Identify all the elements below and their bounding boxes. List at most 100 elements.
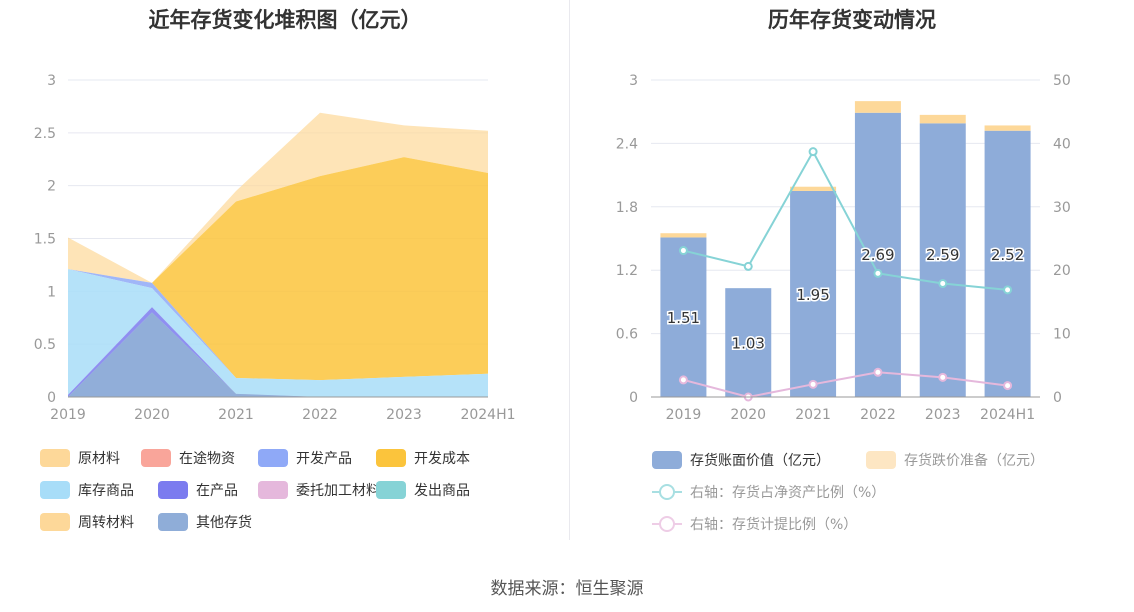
legend-label: 委托加工材料 [296, 483, 380, 499]
right-y2-tick-label: 10 [1053, 327, 1071, 343]
left-legend-item[interactable]: 委托加工材料 [258, 480, 380, 500]
bar-book-value[interactable] [725, 288, 772, 397]
legend-label: 开发产品 [296, 451, 352, 467]
legend-swatch [158, 513, 188, 531]
line-point[interactable] [873, 268, 883, 278]
left-legend-item[interactable]: 发出商品 [376, 480, 470, 500]
right-y-tick-label: 1.2 [616, 263, 638, 279]
left-y-tick-label: 0 [47, 390, 56, 406]
left-legend-item[interactable]: 原材料 [40, 448, 120, 468]
legend-swatch [652, 483, 682, 501]
line-point[interactable] [743, 261, 753, 271]
right-y-tick-label: 2.4 [616, 136, 638, 152]
legend-label: 右轴：存货计提比例（%） [690, 517, 858, 533]
left-x-tick-label: 2023 [386, 407, 422, 423]
right-x-tick-label: 2019 [666, 407, 702, 423]
area-other-overlay [68, 312, 488, 397]
data-source: 数据来源：恒生聚源 [490, 579, 644, 599]
right-chart-title: 历年存货变动情况 [768, 8, 936, 32]
left-legend-item[interactable]: 在途物资 [141, 448, 235, 468]
left-legend-item[interactable]: 开发成本 [376, 448, 470, 468]
left-y-tick-label: 2.5 [34, 126, 56, 142]
legend-swatch [376, 481, 406, 499]
right-legend-item[interactable]: 存货账面价值（亿元） [652, 450, 830, 470]
legend-swatch [158, 481, 188, 499]
line-point[interactable] [808, 147, 818, 157]
legend-label: 在产品 [196, 483, 238, 499]
bar-value-label: 1.03 [732, 335, 765, 353]
bar-book-value[interactable] [984, 130, 1031, 397]
left-x-tick-label: 2022 [302, 407, 338, 423]
right-x-tick-label: 2022 [860, 407, 896, 423]
right-legend-item[interactable]: 右轴：存货计提比例（%） [652, 514, 857, 534]
line-series-0 [683, 149, 1008, 291]
left-legend-item[interactable]: 周转材料 [40, 512, 134, 532]
bar-book-value[interactable] [854, 112, 901, 398]
legend-label: 发出商品 [414, 483, 470, 499]
bar-value-label: 2.52 [991, 246, 1024, 264]
left-x-tick-label: 2024H1 [460, 407, 515, 423]
left-chart-title: 近年存货变化堆积图（亿元） [148, 8, 422, 32]
legend-label: 其他存货 [196, 515, 252, 531]
legend-swatch [866, 451, 896, 469]
bar-value-label: 1.51 [667, 309, 700, 327]
area-3 [68, 157, 488, 381]
right-x-tick-label: 2020 [730, 407, 766, 423]
right-x-tick-label: 2024H1 [980, 407, 1035, 423]
line-point[interactable] [873, 367, 883, 377]
area-5 [68, 307, 488, 397]
legend-label: 右轴：存货占净资产比例（%） [690, 485, 886, 501]
legend-label: 开发成本 [414, 451, 470, 467]
right-y2-tick-label: 0 [1053, 390, 1062, 406]
area-0 [68, 112, 488, 283]
legend-swatch [40, 449, 70, 467]
bar-impairment[interactable] [790, 186, 837, 191]
left-legend-item[interactable]: 其他存货 [158, 512, 252, 532]
legend-label: 库存商品 [78, 483, 134, 499]
legend-swatch [141, 449, 171, 467]
left-y-tick-label: 3 [47, 73, 56, 89]
left-y-tick-label: 2 [47, 179, 56, 195]
legend-swatch [258, 481, 288, 499]
line-point[interactable] [678, 375, 688, 385]
right-legend-item[interactable]: 存货跌价准备（亿元） [866, 450, 1044, 470]
right-y2-tick-label: 30 [1053, 200, 1071, 216]
right-y-tick-label: 1.8 [616, 200, 638, 216]
left-legend-item[interactable]: 在产品 [158, 480, 238, 500]
stacked-area-chart: 0 0.5 1 1.5 2 2.5 3 2019 2020 2021 2022 2023 2024H1 [34, 73, 516, 423]
bar-book-value[interactable] [919, 123, 966, 397]
left-y-tick-label: 1 [47, 284, 56, 300]
line-point[interactable] [938, 372, 948, 382]
left-x-tick-label: 2020 [134, 407, 170, 423]
line-point[interactable] [938, 279, 948, 289]
bar-impairment[interactable] [919, 114, 966, 124]
legend-swatch [258, 449, 288, 467]
left-y-tick-label: 1.5 [34, 232, 56, 248]
right-x-tick-label: 2021 [795, 407, 831, 423]
bar-impairment[interactable] [854, 101, 901, 113]
left-y-tick-label: 0.5 [34, 337, 56, 353]
bar-book-value[interactable] [790, 190, 837, 397]
line-point[interactable] [808, 379, 818, 389]
legend-swatch [376, 449, 406, 467]
right-legend-item[interactable]: 右轴：存货占净资产比例（%） [652, 482, 885, 502]
bar-impairment[interactable] [660, 233, 707, 238]
line-point[interactable] [678, 246, 688, 256]
bar-impairment[interactable] [984, 125, 1031, 131]
legend-label: 周转材料 [78, 515, 134, 531]
bar-book-value[interactable] [660, 237, 707, 397]
line-point[interactable] [1003, 285, 1013, 295]
right-y2-tick-label: 20 [1053, 263, 1071, 279]
legend-label: 存货跌价准备（亿元） [904, 453, 1044, 469]
right-y2-tick-label: 40 [1053, 136, 1071, 152]
bar-value-label: 2.69 [861, 246, 894, 264]
line-point[interactable] [1003, 381, 1013, 391]
legend-label: 在途物资 [179, 451, 235, 467]
left-legend-item[interactable]: 库存商品 [40, 480, 134, 500]
left-legend-item[interactable]: 开发产品 [258, 448, 352, 468]
right-y2-tick-label: 50 [1053, 73, 1071, 89]
legend-label: 原材料 [78, 451, 120, 467]
bar-value-label: 1.95 [796, 286, 829, 304]
bar-value-label: 2.59 [926, 246, 959, 264]
left-x-tick-label: 2021 [218, 407, 254, 423]
